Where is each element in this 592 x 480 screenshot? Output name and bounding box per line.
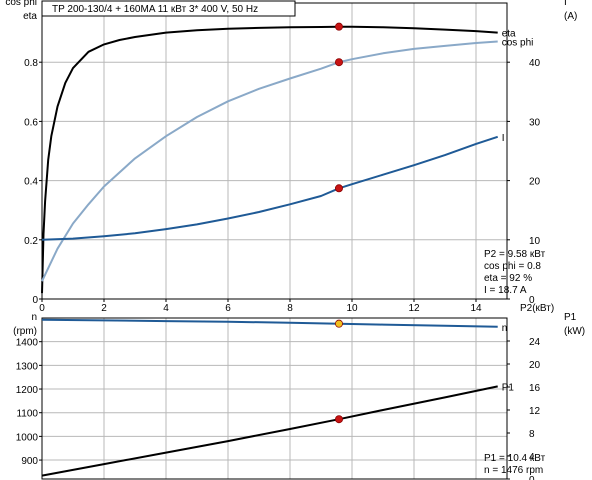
- x-tick-label: 14: [470, 303, 482, 314]
- y-right-tick-label: 20: [529, 177, 541, 188]
- eta-series-label: eta: [502, 29, 516, 40]
- annotation-line: cos phi = 0.8: [484, 261, 541, 272]
- current-series-label: I: [502, 133, 505, 144]
- y-left-axis-title: n: [31, 312, 37, 323]
- y-left-tick-label: 0.6: [24, 117, 38, 128]
- x-tick-label: 2: [101, 303, 107, 314]
- y-left-tick-label: 1000: [16, 432, 39, 443]
- y-left-tick-label: 1300: [16, 361, 39, 372]
- bottom-panel: 900 1000 1100 1200 1300 1400 0 4 8 12 16 20 24 n (rpm)…: [13, 312, 585, 480]
- cos-phi-series-label: cos phi: [502, 37, 534, 48]
- y-left-tick-label: 0.4: [24, 177, 38, 188]
- y-right-tick-label: 30: [529, 117, 541, 128]
- annotation-line: I = 18.7 A: [484, 285, 527, 296]
- plot-frame: [41, 317, 508, 480]
- y-right-tick-label: 24: [529, 337, 541, 348]
- p1-operating-point: [334, 415, 343, 424]
- annotation-line: n = 1476 rpm: [484, 465, 543, 476]
- x-tick-label: 10: [346, 303, 358, 314]
- y-left-axis-title: eta: [23, 11, 37, 22]
- y-right-tick-label: 40: [529, 58, 541, 69]
- y-left-tick-label: 1400: [16, 338, 39, 349]
- x-tick-label: 4: [163, 303, 169, 314]
- eta-curve: [41, 25, 498, 294]
- y-left-tick-label: 0.2: [24, 236, 38, 247]
- y-right-axis-title: I: [564, 0, 567, 8]
- x-tick-label: 12: [408, 303, 420, 314]
- speed-series-label: n: [502, 323, 508, 334]
- chart-title: TP 200-130/4 + 160MA 11 кВт 3* 400 V, 50…: [52, 4, 258, 15]
- y-left-tick-label: 1100: [16, 409, 38, 420]
- annotation-line: eta = 92 %: [484, 273, 532, 284]
- p1-series-label: P1: [502, 382, 515, 393]
- y-left-axis-title: cos phi: [5, 0, 37, 8]
- y-right-tick-label: 8: [529, 429, 535, 440]
- annotation-line: P1 = 10.4 кВт: [484, 453, 546, 464]
- y-right-tick-label: 10: [529, 236, 541, 247]
- x-tick-label: 8: [287, 303, 293, 314]
- current-curve: [41, 135, 499, 241]
- y-left-tick-label: 0: [32, 295, 38, 306]
- speed-curve: [41, 318, 498, 328]
- y-left-tick-label: 0.8: [24, 58, 38, 69]
- eta-operating-point: [334, 22, 343, 31]
- speed-operating-point: [334, 319, 343, 328]
- y-left-tick-label: 1200: [16, 385, 39, 396]
- y-right-tick-label: 12: [529, 406, 541, 417]
- title-box: TP 200-130/4 + 160MA 11 кВт 3* 400 V, 50…: [41, 0, 296, 17]
- y-left-axis-title: (rpm): [13, 326, 37, 337]
- cos-phi-operating-point: [334, 58, 343, 67]
- y-right-axis-title: (kW): [564, 326, 585, 337]
- y-right-tick-label: 4: [529, 452, 535, 463]
- y-right-tick-label: 20: [529, 360, 541, 371]
- y-right-tick-label: 16: [529, 383, 541, 394]
- x-axis-title: P2(кВт): [520, 303, 554, 314]
- x-tick-label: 6: [225, 303, 231, 314]
- y-right-tick-label: 0: [529, 475, 535, 480]
- y-right-axis-title: (A): [564, 11, 577, 22]
- y-right-axis-title: P1: [564, 312, 577, 323]
- p1-curve: [41, 385, 498, 477]
- y-left-tick-label: 900: [21, 456, 38, 467]
- x-tick-label: 0: [39, 303, 45, 314]
- annotation-line: P2 = 9.58 кВт: [484, 249, 546, 260]
- y-right-tick-label: 0: [529, 295, 535, 306]
- current-operating-point: [334, 184, 343, 193]
- cos-phi-curve: [41, 40, 498, 282]
